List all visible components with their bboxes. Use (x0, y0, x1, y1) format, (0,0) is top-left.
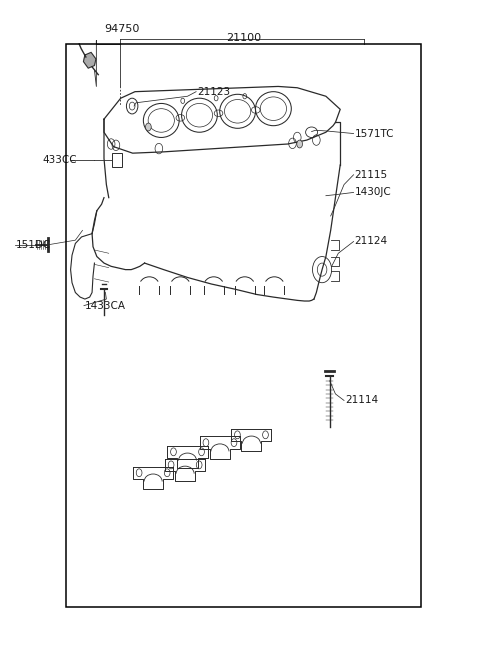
Circle shape (297, 140, 302, 148)
Polygon shape (84, 53, 96, 68)
Bar (66, 44, 421, 606)
Text: 1571TC: 1571TC (355, 129, 394, 139)
Text: 21124: 21124 (355, 237, 388, 246)
Text: 21114: 21114 (345, 396, 378, 405)
Circle shape (145, 123, 151, 131)
Text: 433CC: 433CC (42, 154, 77, 165)
Text: 21115: 21115 (355, 170, 388, 180)
Text: 151DC: 151DC (16, 240, 51, 250)
Text: 21100: 21100 (226, 33, 262, 43)
Text: 94750: 94750 (104, 24, 139, 34)
Text: 1433CA: 1433CA (85, 301, 126, 311)
Text: 21123: 21123 (197, 87, 230, 97)
Text: 1430JC: 1430JC (355, 187, 391, 197)
Bar (112, 152, 121, 167)
